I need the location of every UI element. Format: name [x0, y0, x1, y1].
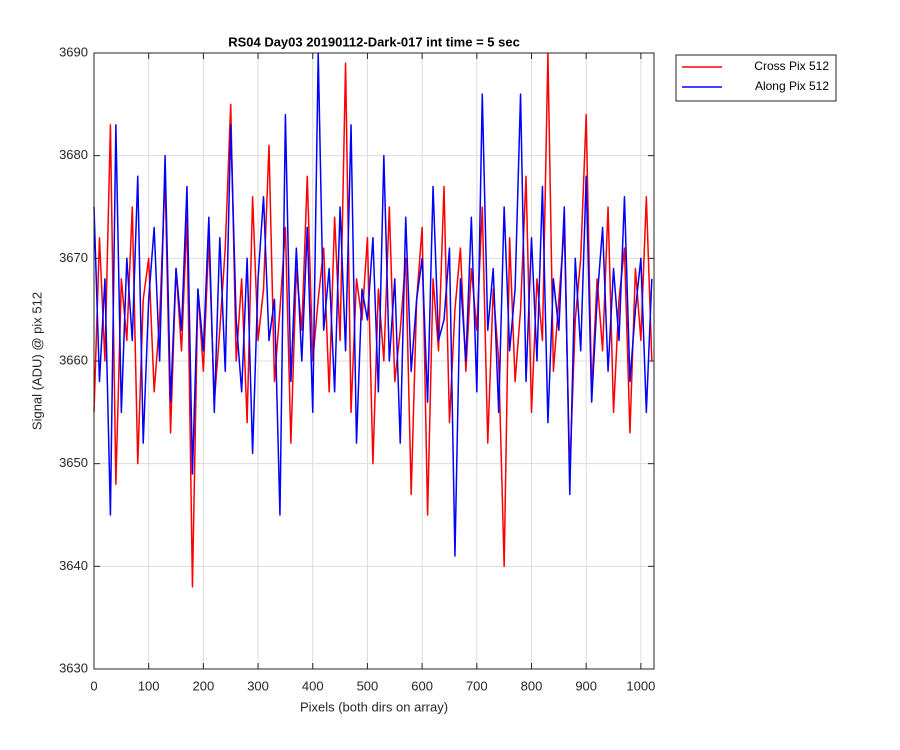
y-tick-label: 3690 [59, 44, 88, 59]
x-tick-label: 900 [575, 678, 597, 693]
x-tick-label: 200 [193, 678, 215, 693]
x-axis-label: Pixels (both dirs on array) [300, 699, 448, 714]
x-tick-label: 0 [90, 678, 97, 693]
plot-frame [93, 52, 655, 670]
x-tick-label: 1000 [626, 678, 655, 693]
x-tick-label: 100 [138, 678, 160, 693]
x-tick-label: 700 [466, 678, 488, 693]
x-tick-label: 600 [411, 678, 433, 693]
legend-label: Along Pix 512 [755, 79, 829, 93]
y-tick-label: 3650 [59, 455, 88, 470]
legend-label: Cross Pix 512 [754, 59, 829, 73]
y-tick-label: 3670 [59, 250, 88, 265]
chart-title: RS04 Day03 20190112-Dark-017 int time = … [228, 34, 520, 49]
x-tick-label: 500 [357, 678, 379, 693]
y-tick-label: 3640 [59, 558, 88, 573]
y-tick-label: 3680 [59, 147, 88, 162]
x-tick-label: 800 [521, 678, 543, 693]
legend-box [675, 54, 837, 102]
y-tick-label: 3660 [59, 352, 88, 367]
x-tick-label: 400 [302, 678, 324, 693]
y-axis-label: Signal (ADU) @ pix 512 [29, 292, 44, 430]
series-line [93, 52, 653, 557]
y-tick-label: 3630 [59, 660, 88, 675]
x-tick-label: 300 [247, 678, 269, 693]
